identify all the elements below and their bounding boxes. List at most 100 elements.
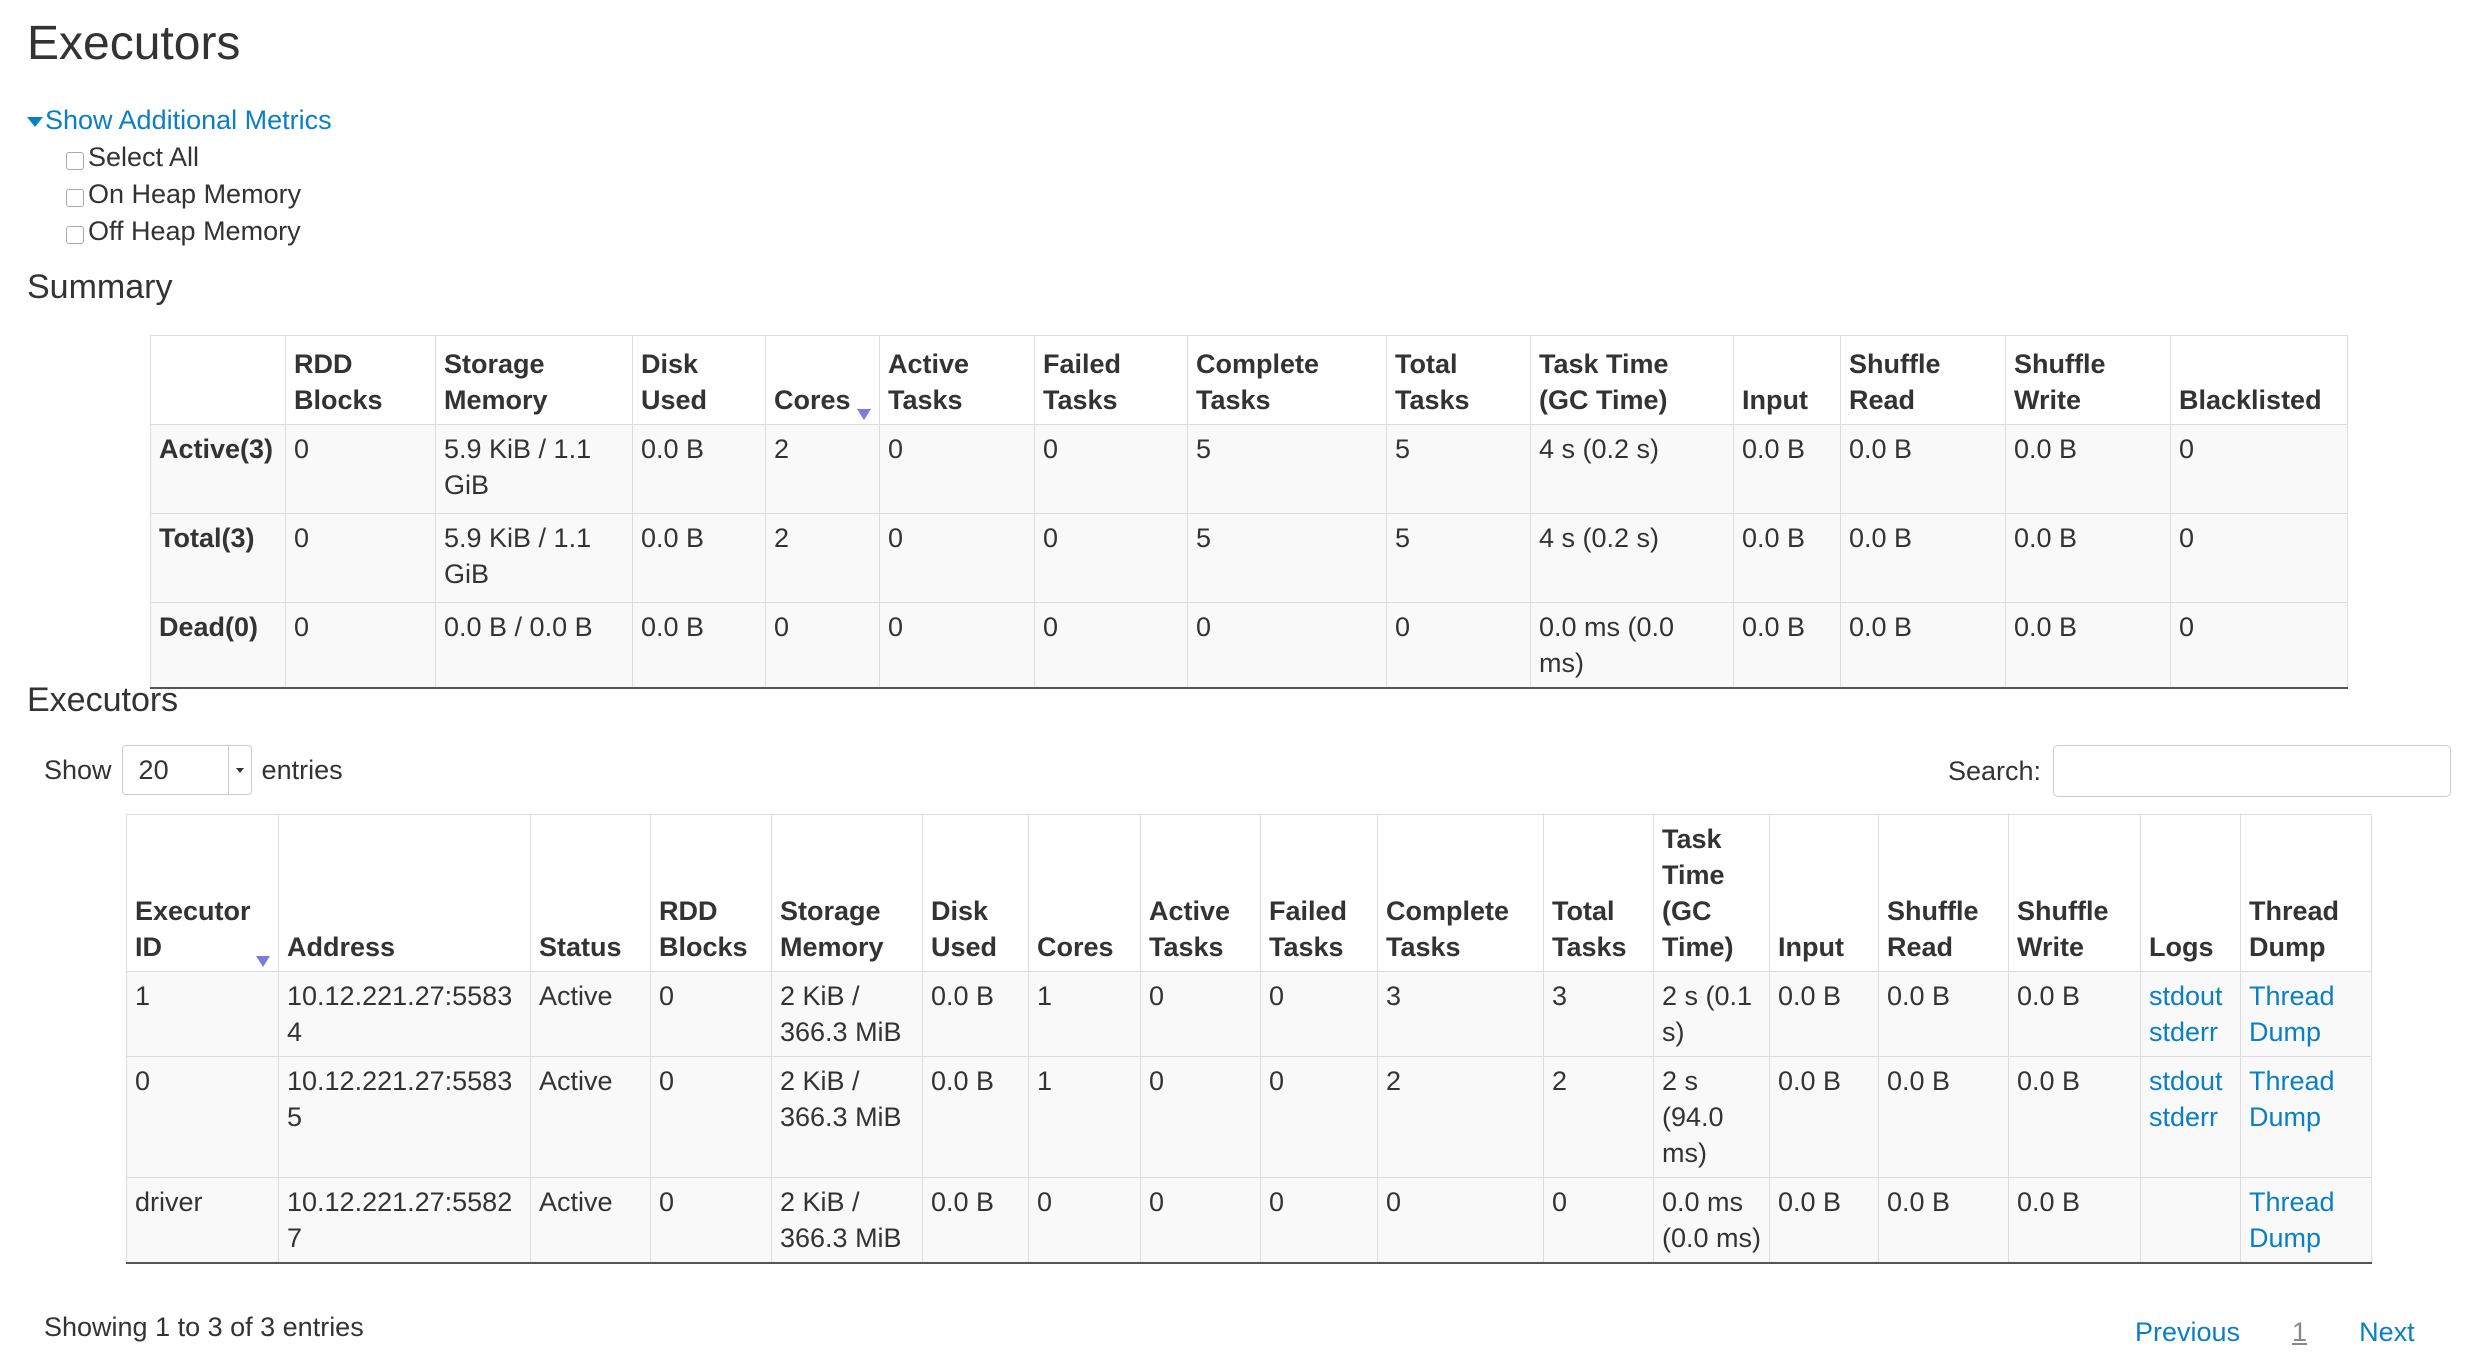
log-link-stderr[interactable]: stderr	[2149, 1102, 2219, 1132]
thread-dump-link[interactable]: Thread Dump	[2249, 1187, 2335, 1253]
cell: 3	[1543, 971, 1654, 1057]
column-header[interactable]: Task Time (GC Time)	[1530, 335, 1734, 425]
cell: 0.0 B	[632, 424, 766, 514]
caret-down-icon	[227, 746, 251, 794]
cell: 5.9 KiB / 1.1 GiB	[435, 513, 633, 603]
cell: 10.12.221.27:55834	[278, 971, 531, 1057]
cell: 0	[650, 971, 772, 1057]
cell: 0.0 B / 0.0 B	[435, 602, 633, 689]
cell: 0.0 B	[1840, 424, 2006, 514]
page-1-button[interactable]: 1	[2292, 1317, 2308, 1347]
cell: 5	[1187, 513, 1387, 603]
column-header[interactable]: Disk Used	[922, 814, 1029, 972]
thread-dump-link[interactable]: Thread Dump	[2249, 981, 2335, 1047]
cell: 0.0 B	[922, 1056, 1029, 1178]
column-header[interactable]: Cores	[765, 335, 880, 425]
cell: 0	[879, 424, 1035, 514]
cell: 0.0 B	[632, 602, 766, 689]
triangle-down-icon	[27, 116, 43, 127]
column-header[interactable]: Complete Tasks	[1377, 814, 1544, 972]
previous-button[interactable]: Previous	[2135, 1317, 2241, 1347]
search-input[interactable]	[2053, 745, 2452, 797]
column-header[interactable]: Total Tasks	[1543, 814, 1654, 972]
log-link-stdout[interactable]: stdout	[2149, 1066, 2223, 1096]
checkbox[interactable]	[66, 152, 84, 170]
logs-cell	[2140, 1177, 2241, 1264]
column-header[interactable]: Shuffle Read	[1840, 335, 2006, 425]
column-header[interactable]: Cores	[1028, 814, 1141, 972]
off-heap-memory-option[interactable]: Off Heap Memory	[66, 213, 301, 249]
logs-cell: stdout stderr	[2140, 971, 2241, 1057]
cell: 0	[879, 513, 1035, 603]
column-header[interactable]: Storage Memory	[771, 814, 923, 972]
cell: 0	[1034, 602, 1188, 689]
log-link-stderr[interactable]: stderr	[2149, 1017, 2219, 1047]
cell: 2 KiB / 366.3 MiB	[771, 971, 923, 1057]
show-additional-metrics-toggle[interactable]: Show Additional Metrics	[27, 102, 332, 138]
cell: 2 KiB / 366.3 MiB	[771, 1056, 923, 1178]
column-header[interactable]: Total Tasks	[1386, 335, 1531, 425]
column-header[interactable]: Logs	[2140, 814, 2241, 972]
thread-dump-link[interactable]: Thread Dump	[2249, 1066, 2335, 1132]
cell: 5	[1386, 424, 1531, 514]
entries-select[interactable]: 20	[121, 745, 252, 795]
cell: 2 KiB / 366.3 MiB	[771, 1177, 923, 1264]
column-header[interactable]: Shuffle Read	[1878, 814, 2009, 972]
cell: 4 s (0.2 s)	[1530, 424, 1734, 514]
column-header[interactable]: RDD Blocks	[650, 814, 772, 972]
cell: 0.0 B	[1878, 971, 2009, 1057]
next-button[interactable]: Next	[2359, 1317, 2415, 1347]
table-info: Showing 1 to 3 of 3 entries	[44, 1312, 364, 1342]
column-header[interactable]: Failed Tasks	[1260, 814, 1378, 972]
select-all-option[interactable]: Select All	[66, 139, 199, 175]
logs-cell: stdout stderr	[2140, 1056, 2241, 1178]
checkbox[interactable]	[66, 226, 84, 244]
summary-row: Dead(0) 0 0.0 B / 0.0 B 0.0 B 0 0 0 0 0 0.0 ms (0…	[150, 602, 2348, 689]
cell: 0.0 B	[1733, 602, 1841, 689]
column-header[interactable]: Failed Tasks	[1034, 335, 1188, 425]
column-header[interactable]: Input	[1733, 335, 1841, 425]
cell: 0.0 B	[1878, 1056, 2009, 1178]
log-link-stdout[interactable]: stdout	[2149, 981, 2223, 1011]
column-header[interactable]: RDD Blocks	[285, 335, 436, 425]
row-label: Total(3)	[150, 513, 286, 603]
column-header[interactable]: Active Tasks	[1140, 814, 1261, 972]
cell: 0.0 ms (0.0 ms)	[1653, 1177, 1770, 1264]
column-header[interactable]: Complete Tasks	[1187, 335, 1387, 425]
column-header[interactable]: Shuffle Write	[2008, 814, 2141, 972]
on-heap-memory-option[interactable]: On Heap Memory	[66, 176, 301, 212]
column-header[interactable]	[150, 335, 286, 425]
cell: 2	[765, 424, 880, 514]
column-header[interactable]: Status	[530, 814, 651, 972]
cell: 2	[1543, 1056, 1654, 1178]
column-header[interactable]: Thread Dump	[2240, 814, 2372, 972]
cell: 0	[1034, 513, 1188, 603]
column-header[interactable]: Address	[278, 814, 531, 972]
cell: 0.0 B	[1769, 1056, 1879, 1178]
cell: 4 s (0.2 s)	[1530, 513, 1734, 603]
cell: 0	[1260, 971, 1378, 1057]
column-header[interactable]: Shuffle Write	[2005, 335, 2171, 425]
cell: Active	[530, 1177, 651, 1264]
cell: 2	[765, 513, 880, 603]
column-header[interactable]: Disk Used	[632, 335, 766, 425]
column-header[interactable]: Input	[1769, 814, 1879, 972]
column-header[interactable]: Storage Memory	[435, 335, 633, 425]
cell: 0	[1028, 1177, 1141, 1264]
column-header[interactable]: Task Time (GC Time)	[1653, 814, 1770, 972]
cell: 0.0 B	[1733, 424, 1841, 514]
checkbox[interactable]	[66, 189, 84, 207]
entries-length-control: Show 20 entries	[44, 745, 343, 795]
cell: 0	[285, 602, 436, 689]
cell: driver	[126, 1177, 279, 1264]
column-header[interactable]: Active Tasks	[879, 335, 1035, 425]
cell: 1	[1028, 971, 1141, 1057]
column-header[interactable]: Blacklisted	[2170, 335, 2348, 425]
cell: 10.12.221.27:55835	[278, 1056, 531, 1178]
cell: 0.0 B	[1878, 1177, 2009, 1264]
thread-dump-cell: Thread Dump	[2240, 1177, 2372, 1264]
cell: 0	[1377, 1177, 1544, 1264]
column-header[interactable]: Executor ID	[126, 814, 279, 972]
table-row: driver 10.12.221.27:55827 Active 0 2 KiB / 3…	[126, 1177, 2372, 1264]
